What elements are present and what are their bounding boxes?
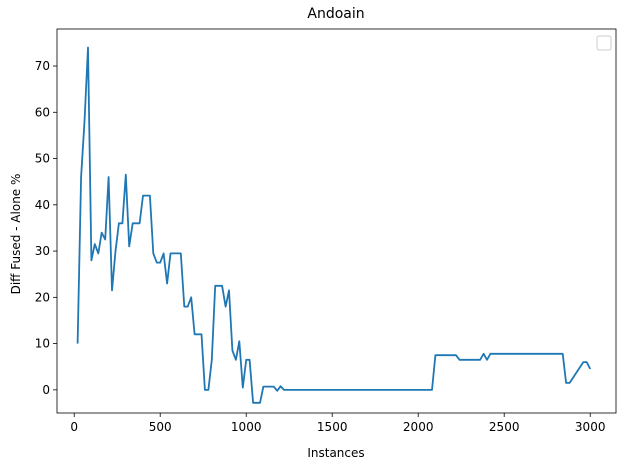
y-tick-label: 20: [35, 290, 50, 304]
y-tick-label: 60: [35, 105, 50, 119]
x-axis-label: Instances: [307, 446, 364, 460]
y-tick-label: 0: [42, 383, 50, 397]
y-axis-ticks: 0 10 20 30 40 50 60 70: [35, 59, 57, 397]
x-tick-label: 1000: [231, 420, 262, 434]
y-tick-label: 10: [35, 337, 50, 351]
y-tick-label: 70: [35, 59, 50, 73]
y-tick-label: 30: [35, 244, 50, 258]
x-tick-label: 2500: [489, 420, 520, 434]
legend-box: [596, 35, 612, 51]
plot-area: [76, 46, 592, 404]
series-line: [76, 46, 592, 404]
x-tick-label: 3000: [575, 420, 606, 434]
x-tick-label: 0: [70, 420, 78, 434]
y-axis-label: Diff Fused - Alone %: [9, 174, 23, 295]
chart-title: Andoain: [307, 6, 364, 22]
x-tick-label: 2000: [403, 420, 434, 434]
x-tick-label: 1500: [317, 420, 348, 434]
x-axis-ticks: 0 500 1000 1500 2000 2500 3000: [70, 413, 605, 434]
x-tick-label: 500: [149, 420, 172, 434]
y-tick-label: 40: [35, 198, 50, 212]
y-tick-label: 50: [35, 152, 50, 166]
plot-frame: [56, 28, 617, 414]
